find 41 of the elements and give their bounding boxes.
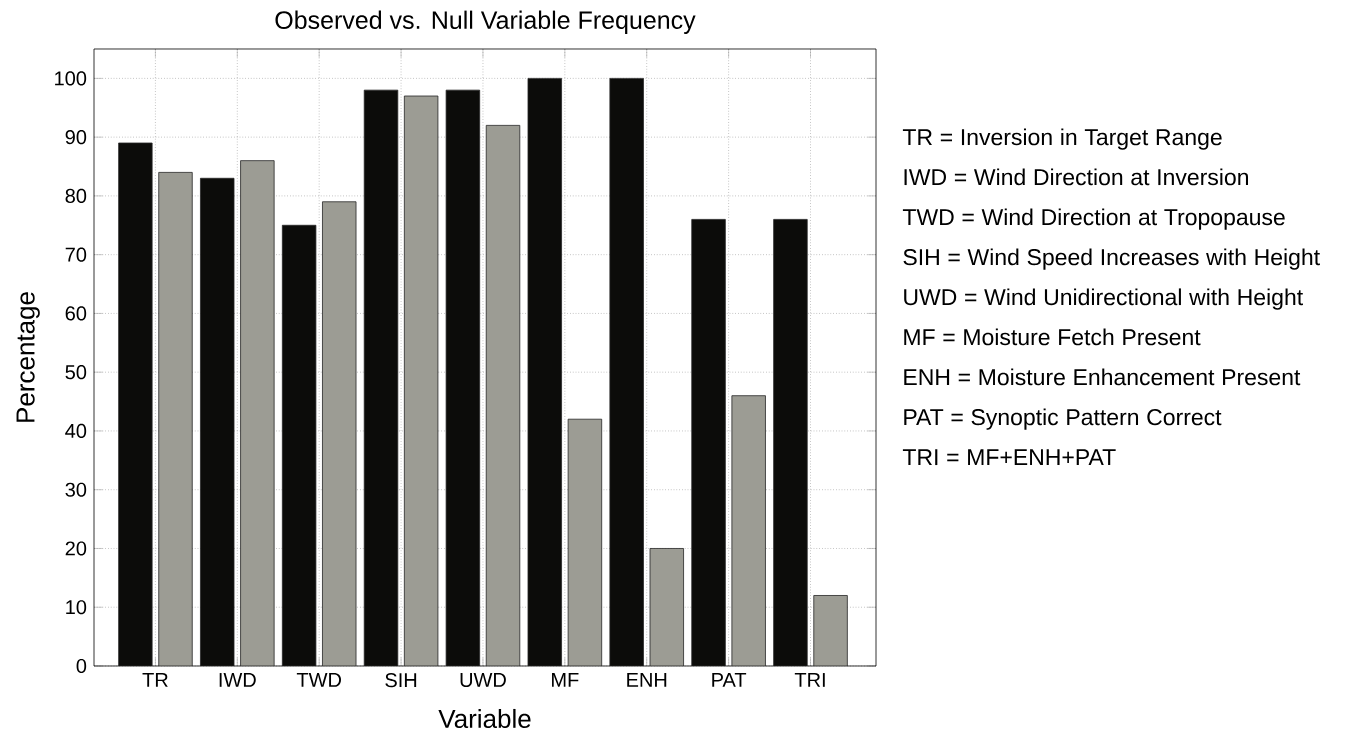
x-tick-label: TWD [296,673,341,687]
text: TRI = MF+ENH+PAT [902,449,1116,466]
y-tick-label: 50 [65,365,87,380]
text: SIH = Wind Speed Increases with Height [903,248,1320,270]
y-tick-label: 60 [65,306,87,321]
bar [486,125,520,666]
y-tick-label: 70 [65,247,87,262]
text: TWD = Wind Direction at Tropopause [902,208,1285,230]
x-tick-label: TRI [794,673,825,687]
y-axis-title: Percentage [16,292,40,422]
x-axis-title: Variable [438,708,531,729]
x-tick-label: UWD [460,673,506,688]
text: UWD = Wind Unidirectional with Height [904,288,1303,310]
y-tick-label: 40 [65,423,87,439]
bar [240,160,275,666]
y-tick-label: 30 [65,482,87,497]
y-tick-label: 90 [65,130,87,145]
x-tick-label: PAT [712,673,747,687]
bar [813,595,848,666]
bar [158,172,193,666]
bar [322,201,357,666]
bar [568,419,602,666]
text: PAT = Synoptic Pattern Correct [904,408,1222,430]
y-tick-label: 20 [65,541,87,556]
x-tick-label: TR [142,673,168,687]
x-tick-label: IWD [219,673,256,687]
y-tick-label: 80 [65,188,87,203]
text: IWD = Wind Direction at Inversion [904,168,1248,186]
text: TR = Inversion in Target Range [902,128,1222,150]
chart-title: Observed vs. Null Variable Frequency [275,10,696,34]
text: MF = Moisture Fetch Present [904,328,1201,346]
bar [650,548,684,666]
y-tick-label: 100 [55,71,87,86]
y-tick-label: 10 [66,600,87,615]
x-tick-label: SIH [385,673,417,688]
x-tick-label: ENH [627,673,667,687]
text: ENH = Moisture Enhancement Present [904,368,1301,386]
bar [731,395,766,666]
bar [404,96,438,666]
x-tick-label: MF [552,673,579,687]
y-tick-label: 0 [76,658,87,674]
